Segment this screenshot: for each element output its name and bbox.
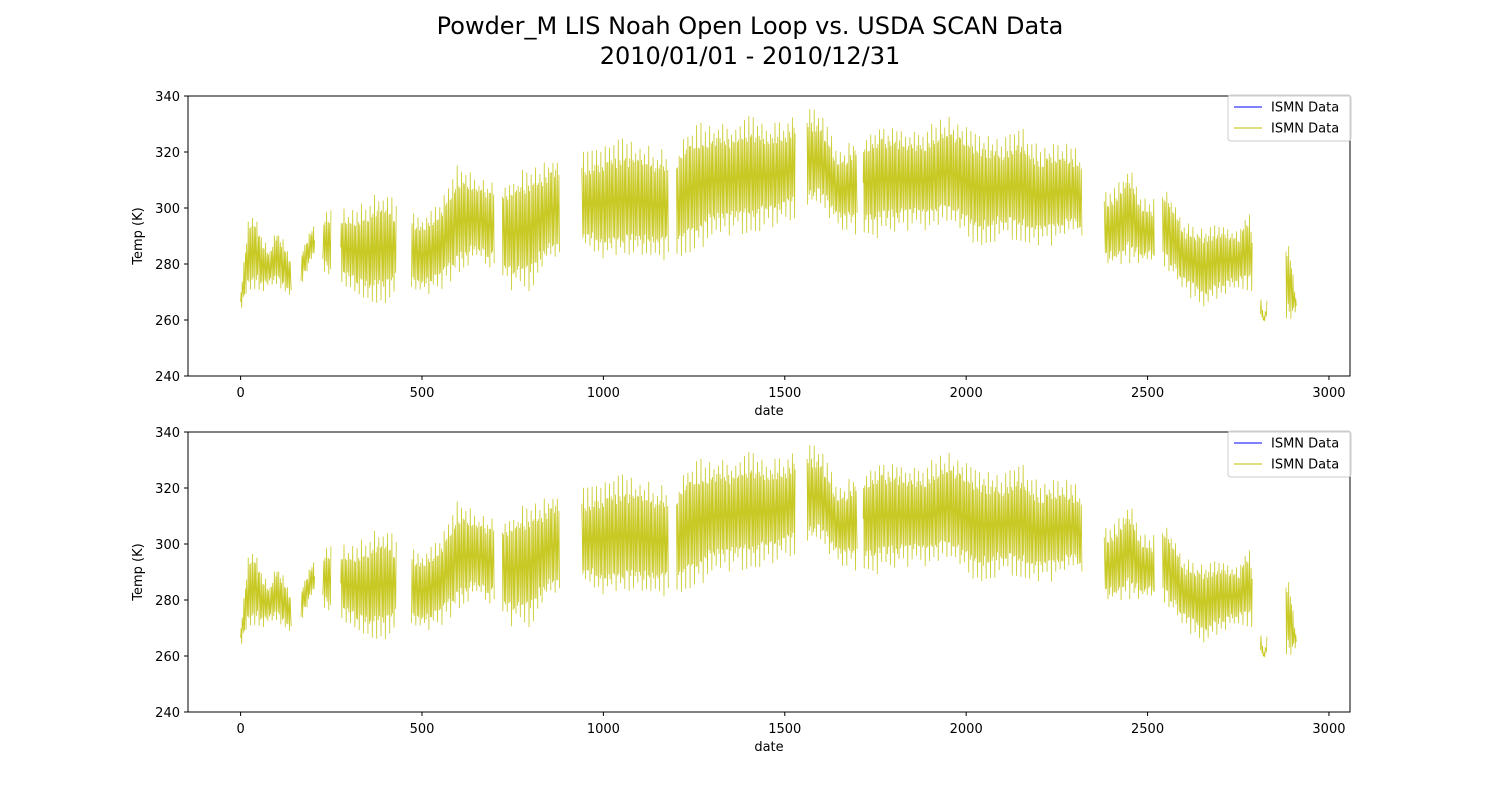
series-1-line <box>240 109 1297 322</box>
x-tick-label: 1500 <box>768 722 801 737</box>
y-tick-label: 280 <box>155 258 180 273</box>
y-tick-label: 340 <box>155 426 180 441</box>
x-tick-label: 3000 <box>1312 386 1345 401</box>
legend-label-0: ISMN Data <box>1271 437 1339 452</box>
x-tick-label: 1500 <box>768 386 801 401</box>
y-tick-label: 260 <box>155 650 180 665</box>
x-tick-label: 500 <box>410 722 435 737</box>
y-axis-label: Temp (K) <box>131 543 146 601</box>
x-tick-label: 2500 <box>1131 386 1164 401</box>
x-tick-label: 2500 <box>1131 722 1164 737</box>
legend-label-0: ISMN Data <box>1271 101 1339 116</box>
x-tick-label: 3000 <box>1312 722 1345 737</box>
legend-label-1: ISMN Data <box>1271 458 1339 473</box>
y-tick-label: 240 <box>155 370 180 385</box>
y-tick-label: 320 <box>155 146 180 161</box>
y-tick-label: 240 <box>155 706 180 721</box>
axes-frame <box>187 95 1351 377</box>
figure-subtitle: 2010/01/01 - 2010/12/31 <box>599 42 901 70</box>
y-tick-label: 340 <box>155 90 180 105</box>
x-tick-label: 500 <box>410 386 435 401</box>
y-axis-label: Temp (K) <box>131 207 146 265</box>
axes-frame <box>187 431 1351 713</box>
y-tick-label: 260 <box>155 314 180 329</box>
series-1-path <box>240 109 1297 322</box>
x-axis-label: date <box>754 404 783 419</box>
x-axis-label: date <box>754 740 783 755</box>
legend: ISMN Data ISMN Data <box>1227 94 1352 142</box>
x-tick-label: 0 <box>236 722 244 737</box>
x-tick-label: 2000 <box>950 722 983 737</box>
y-tick-label: 320 <box>155 482 180 497</box>
x-tick-label: 1000 <box>587 386 620 401</box>
x-tick-label: 2000 <box>950 386 983 401</box>
figure-title: Powder_M LIS Noah Open Loop vs. USDA SCA… <box>436 12 1064 40</box>
y-tick-label: 300 <box>155 202 180 217</box>
y-tick-label: 300 <box>155 538 180 553</box>
chart-panel-bottom: 0 500 1000 1500 2000 2500 3000 240 260 280 300 320 3… <box>131 426 1352 755</box>
x-tick-label: 0 <box>236 386 244 401</box>
x-tick-label: 1000 <box>587 722 620 737</box>
legend-label-1: ISMN Data <box>1271 122 1339 137</box>
chart-panel-top: 0 500 1000 1500 2000 2500 3000 240 260 280 300 320 3… <box>131 90 1352 419</box>
series-1-line <box>240 445 1297 658</box>
series-1-path <box>240 445 1297 658</box>
y-tick-label: 280 <box>155 594 180 609</box>
legend: ISMN Data ISMN Data <box>1227 430 1352 478</box>
